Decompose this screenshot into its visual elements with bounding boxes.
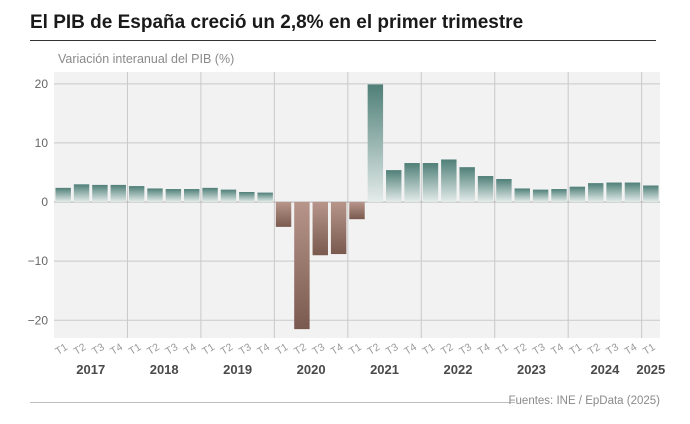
bar bbox=[477, 176, 494, 203]
bar bbox=[55, 187, 71, 203]
bar bbox=[202, 187, 218, 203]
x-tick-labels: T1 T2 T3 T4 T1 T2 T3 T4 T1 T2 T3 T4 T1 T2 T3 T4 T1 T2 T3 T4… bbox=[53, 341, 658, 358]
x-tick-label: T2 bbox=[218, 341, 235, 358]
year-label: 2025 bbox=[636, 362, 665, 377]
x-tick-label: T3 bbox=[237, 341, 254, 358]
bar bbox=[569, 186, 586, 203]
year-label: 2017 bbox=[76, 362, 105, 377]
bars bbox=[55, 84, 659, 330]
y-tick-label: −10 bbox=[28, 254, 49, 268]
year-label: 2023 bbox=[517, 362, 546, 377]
year-label: 2021 bbox=[370, 362, 399, 377]
bar bbox=[147, 188, 163, 203]
x-tick-label: T2 bbox=[365, 341, 382, 358]
bar bbox=[275, 202, 292, 227]
bar bbox=[404, 163, 420, 203]
x-tick-label: T2 bbox=[72, 341, 89, 358]
x-tick-label: T3 bbox=[384, 341, 401, 358]
gridlines bbox=[54, 72, 660, 338]
bar bbox=[239, 191, 255, 203]
x-tick-label: T1 bbox=[420, 341, 437, 358]
title-divider bbox=[30, 40, 656, 41]
x-tick-label: T3 bbox=[310, 341, 327, 358]
y-axis-label: Variación interanual del PIB (%) bbox=[58, 52, 235, 66]
x-tick-label: T1 bbox=[127, 341, 144, 358]
year-label: 2019 bbox=[223, 362, 252, 377]
y-tick-label: 0 bbox=[41, 195, 48, 209]
year-labels: 2017 2018 2019 2020 2021 2022 2023 2024 2025 bbox=[76, 362, 665, 377]
x-tick-label: T4 bbox=[255, 341, 272, 358]
bar bbox=[312, 202, 328, 256]
bar bbox=[588, 183, 604, 203]
footer-divider bbox=[30, 402, 515, 403]
x-tick-label: T4 bbox=[402, 341, 419, 358]
x-tick-label: T2 bbox=[439, 341, 456, 358]
x-tick-label: T1 bbox=[53, 341, 70, 358]
x-tick-label: T2 bbox=[586, 341, 603, 358]
x-tick-label: T4 bbox=[476, 341, 493, 358]
bar bbox=[386, 170, 402, 203]
y-tick-label: 10 bbox=[35, 136, 49, 150]
bar bbox=[73, 184, 90, 203]
year-label: 2020 bbox=[297, 362, 326, 377]
bar bbox=[92, 184, 108, 203]
bar bbox=[128, 186, 145, 203]
x-tick-label: T1 bbox=[200, 341, 217, 358]
x-tick-label: T2 bbox=[145, 341, 162, 358]
y-tick-label: −20 bbox=[28, 313, 49, 327]
chart-title: El PIB de España creció un 2,8% en el pr… bbox=[30, 12, 524, 33]
x-tick-label: T3 bbox=[90, 341, 107, 358]
year-label: 2022 bbox=[444, 362, 473, 377]
x-tick-label: T2 bbox=[292, 341, 309, 358]
bar bbox=[349, 202, 365, 220]
x-tick-label: T3 bbox=[531, 341, 548, 358]
x-tick-label: T4 bbox=[182, 341, 199, 358]
x-tick-label: T1 bbox=[494, 341, 511, 358]
year-label: 2024 bbox=[590, 362, 620, 377]
x-tick-label: T4 bbox=[549, 341, 566, 358]
x-tick-label: T1 bbox=[641, 341, 658, 358]
x-tick-label: T1 bbox=[347, 341, 364, 358]
y-tick-labels: 20 10 0 −10 −20 bbox=[28, 77, 49, 327]
bar bbox=[551, 189, 567, 203]
x-tick-label: T1 bbox=[567, 341, 584, 358]
bar bbox=[184, 189, 200, 203]
x-tick-label: T2 bbox=[512, 341, 529, 358]
x-tick-label: T3 bbox=[457, 341, 474, 358]
x-tick-label: T1 bbox=[274, 341, 291, 358]
bar bbox=[643, 185, 659, 203]
bar bbox=[606, 182, 622, 203]
bar bbox=[330, 202, 347, 255]
bar bbox=[367, 84, 384, 203]
bar bbox=[422, 163, 439, 203]
bar bbox=[220, 189, 237, 203]
bar bbox=[459, 167, 475, 203]
x-tick-label: T4 bbox=[622, 341, 639, 358]
bar bbox=[257, 192, 273, 203]
y-tick-label: 20 bbox=[35, 77, 49, 91]
bar bbox=[532, 189, 549, 203]
x-tick-label: T3 bbox=[163, 341, 180, 358]
x-tick-label: T4 bbox=[329, 341, 346, 358]
bar bbox=[624, 182, 641, 203]
bar bbox=[496, 178, 512, 203]
bar bbox=[294, 202, 310, 330]
bar bbox=[110, 184, 126, 203]
bar bbox=[514, 188, 530, 203]
bar bbox=[165, 189, 182, 203]
x-tick-label: T4 bbox=[108, 341, 125, 358]
bar bbox=[441, 159, 457, 203]
year-label: 2018 bbox=[150, 362, 179, 377]
source-note: Fuentes: INE / EpData (2025) bbox=[508, 395, 661, 407]
x-tick-label: T3 bbox=[604, 341, 621, 358]
